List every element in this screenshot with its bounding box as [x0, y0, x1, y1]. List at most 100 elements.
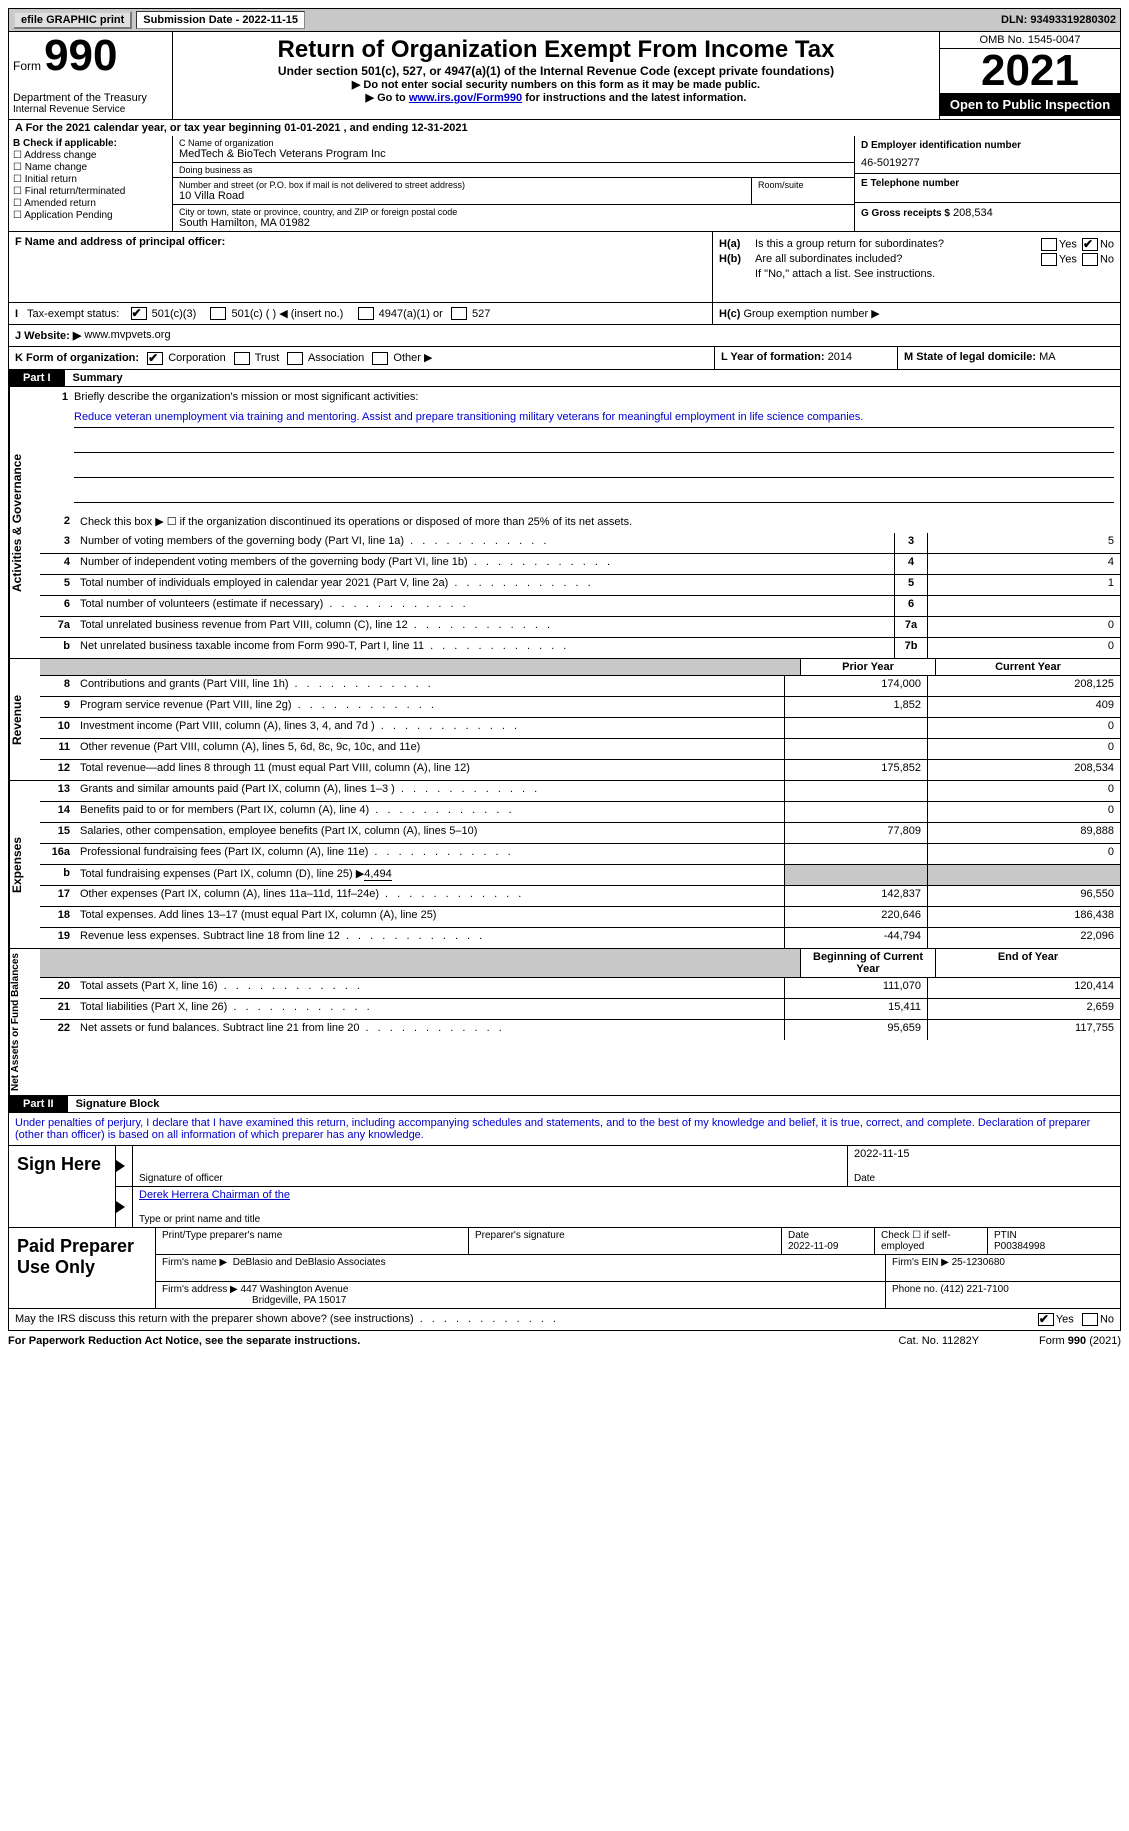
chk-corp[interactable]: [147, 352, 163, 365]
org-name-label: C Name of organization: [179, 138, 848, 148]
chk-other[interactable]: [372, 352, 388, 365]
declaration: Under penalties of perjury, I declare th…: [8, 1113, 1121, 1146]
page-footer: For Paperwork Reduction Act Notice, see …: [8, 1331, 1121, 1351]
mission-text: Reduce veteran unemployment via training…: [74, 411, 1114, 428]
line-13-prior: [785, 781, 928, 801]
phone-label: E Telephone number: [861, 178, 1114, 189]
form-header: Form 990 Department of the Treasury Inte…: [8, 32, 1121, 120]
line-17: 17Other expenses (Part IX, column (A), l…: [40, 886, 1120, 907]
line-7a-val: 0: [928, 617, 1120, 637]
prior-year-header: Prior Year: [800, 659, 936, 675]
line-16a-curr: 0: [928, 844, 1120, 864]
paid-preparer-label: Paid Preparer Use Only: [9, 1228, 156, 1308]
line-8: 8Contributions and grants (Part VIII, li…: [40, 676, 1120, 697]
chk-amended-return[interactable]: ☐ Amended return: [13, 198, 168, 209]
discuss-row: May the IRS discuss this return with the…: [8, 1309, 1121, 1331]
line-14-text: Benefits paid to or for members (Part IX…: [76, 802, 785, 822]
line-21: 21Total liabilities (Part X, line 26) 15…: [40, 999, 1120, 1020]
line-7a: 7a Total unrelated business revenue from…: [40, 617, 1120, 638]
line-22-text: Net assets or fund balances. Subtract li…: [76, 1020, 785, 1040]
officer-name-label: Type or print name and title: [139, 1214, 260, 1225]
firm-name: DeBlasio and DeBlasio Associates: [233, 1257, 386, 1268]
line-13-curr: 0: [928, 781, 1120, 801]
line-22-begin: 95,659: [785, 1020, 928, 1040]
chk-527[interactable]: [451, 307, 467, 320]
irs-link[interactable]: www.irs.gov/Form990: [409, 92, 522, 104]
line-19: 19Revenue less expenses. Subtract line 1…: [40, 928, 1120, 948]
chk-name-change[interactable]: ☐ Name change: [13, 162, 168, 173]
hc-text: Group exemption number ▶: [743, 308, 879, 320]
firm-ein-label: Firm's EIN ▶: [892, 1257, 949, 1268]
side-activities: Activities & Governance: [9, 387, 40, 658]
line-3-val: 5: [928, 533, 1120, 553]
line-20-begin: 111,070: [785, 978, 928, 998]
line-11: 11Other revenue (Part VIII, column (A), …: [40, 739, 1120, 760]
line-10-text: Investment income (Part VIII, column (A)…: [76, 718, 785, 738]
sig-date: 2022-11-15: [854, 1148, 1114, 1174]
discuss-no[interactable]: [1082, 1313, 1098, 1326]
col-c: C Name of organization MedTech & BioTech…: [173, 136, 854, 231]
form-number: 990: [44, 31, 117, 80]
arrow-icon: [116, 1160, 125, 1172]
part-i-header: Part I Summary: [8, 370, 1121, 387]
line-18-text: Total expenses. Add lines 13–17 (must eq…: [76, 907, 785, 927]
form-of-org: K Form of organization: Corporation Trus…: [9, 347, 714, 369]
j-label: J Website: ▶: [15, 329, 81, 342]
line-9-prior: 1,852: [785, 697, 928, 717]
line-2: 2 Check this box ▶ ☐ if the organization…: [40, 513, 1120, 533]
chk-initial-return[interactable]: ☐ Initial return: [13, 174, 168, 185]
chk-trust[interactable]: [234, 352, 250, 365]
chk-assoc[interactable]: [287, 352, 303, 365]
note2-pre: ▶ Go to: [366, 92, 409, 104]
side-expenses: Expenses: [9, 781, 40, 948]
line-9-text: Program service revenue (Part VIII, line…: [76, 697, 785, 717]
sig-officer-label: Signature of officer: [139, 1173, 223, 1184]
street-cell: Number and street (or P.O. box if mail i…: [173, 178, 854, 205]
ein-label: D Employer identification number: [861, 140, 1114, 151]
discuss-yes[interactable]: [1038, 1313, 1054, 1326]
line-1: 1 Briefly describe the organization's mi…: [40, 387, 1120, 407]
hb-no[interactable]: [1082, 253, 1098, 266]
section-revenue: Revenue Prior Year Current Year 8Contrib…: [8, 659, 1121, 781]
line-17-curr: 96,550: [928, 886, 1120, 906]
chk-4947[interactable]: [358, 307, 374, 320]
line-17-prior: 142,837: [785, 886, 928, 906]
street-label: Number and street (or P.O. box if mail i…: [179, 180, 745, 190]
irs-label: Internal Revenue Service: [13, 104, 168, 115]
m-label: M State of legal domicile:: [904, 351, 1036, 363]
line-21-end: 2,659: [928, 999, 1120, 1019]
city: South Hamilton, MA 01982: [179, 217, 848, 229]
gross-label: G Gross receipts $: [861, 208, 950, 219]
sign-here-section: Sign Here Signature of officer 2022-11-1…: [8, 1146, 1121, 1228]
line-16a-text: Professional fundraising fees (Part IX, …: [76, 844, 785, 864]
footer-cat: Cat. No. 11282Y: [899, 1335, 980, 1347]
note-ssn: ▶ Do not enter social security numbers o…: [179, 78, 933, 91]
chk-app-pending[interactable]: ☐ Application Pending: [13, 210, 168, 221]
chk-501c[interactable]: [210, 307, 226, 320]
ptin: P00384998: [994, 1241, 1114, 1252]
line-15-text: Salaries, other compensation, employee b…: [76, 823, 785, 843]
ha-no[interactable]: [1082, 238, 1098, 251]
gross-cell: G Gross receipts $ 208,534: [855, 203, 1120, 231]
chk-501c3[interactable]: [131, 307, 147, 320]
ha-yes[interactable]: [1041, 238, 1057, 251]
mission-block: Reduce veteran unemployment via training…: [40, 407, 1120, 513]
chk-address-change[interactable]: ☐ Address change: [13, 150, 168, 161]
hb-yes[interactable]: [1041, 253, 1057, 266]
preparer-name-label: Print/Type preparer's name: [156, 1228, 469, 1254]
curr-year-header: Current Year: [936, 659, 1120, 675]
efile-print-button[interactable]: efile GRAPHIC print: [13, 11, 132, 29]
side-revenue: Revenue: [9, 659, 40, 780]
line-20-end: 120,414: [928, 978, 1120, 998]
officer-name: Derek Herrera Chairman of the: [139, 1189, 1114, 1215]
form-title: Return of Organization Exempt From Incom…: [179, 36, 933, 64]
firm-addr2: Bridgeville, PA 15017: [162, 1295, 346, 1306]
self-employed-check[interactable]: Check ☐ if self-employed: [875, 1228, 988, 1254]
chk-final-return[interactable]: ☐ Final return/terminated: [13, 186, 168, 197]
ptin-label: PTIN: [994, 1230, 1114, 1241]
line-5: 5 Total number of individuals employed i…: [40, 575, 1120, 596]
mission-label: Briefly describe the organization's miss…: [74, 391, 418, 403]
row-i: I Tax-exempt status: 501(c)(3) 501(c) ( …: [8, 303, 1121, 326]
line-20: 20Total assets (Part X, line 16) 111,070…: [40, 978, 1120, 999]
i-label: Tax-exempt status:: [27, 308, 119, 320]
